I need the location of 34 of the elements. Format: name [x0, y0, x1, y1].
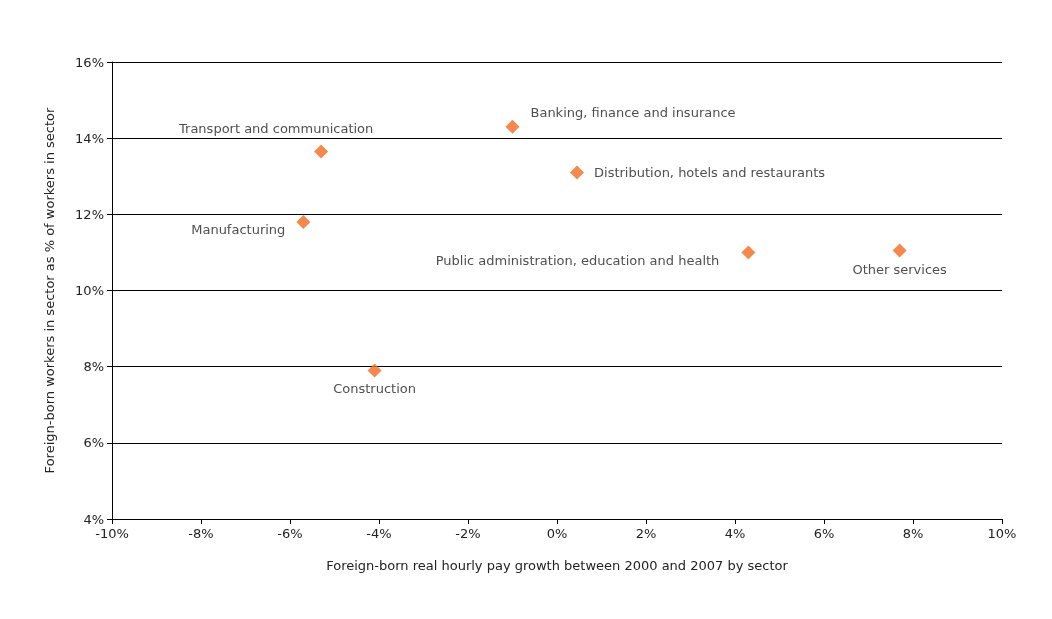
x-tick-label: -4% [366, 526, 392, 541]
point [741, 245, 756, 260]
y-axis-title: Foreign-born workers in sector as % of workers in sector [42, 106, 57, 474]
x-tick-label: -6% [277, 526, 303, 541]
y-tick-label: 8% [83, 359, 104, 375]
point [367, 363, 382, 378]
x-tick-label: 10% [987, 526, 1017, 541]
series-label: Public administration, education and health [435, 252, 720, 268]
point [570, 165, 585, 180]
series-label: Banking, finance and insurance [530, 105, 736, 121]
text: Transport and communication [178, 121, 374, 137]
point [296, 214, 311, 229]
x-axis-title: Foreign-born real hourly pay growth between 2000 and 2007 by sector [326, 558, 789, 573]
x-tick-label: 4% [724, 526, 746, 541]
y-tick-label: 12% [75, 206, 104, 222]
series-label: Other services [852, 261, 948, 277]
y-tick-label: 16% [75, 54, 104, 70]
series-label: Distribution, hotels and restaurants [594, 164, 826, 180]
x-tick-label: -10% [95, 526, 129, 541]
x-tick-label: -2% [455, 526, 481, 541]
y-tick-label: 10% [75, 283, 104, 298]
x-tick-label: -8% [188, 526, 214, 541]
y-tick-label: 4% [83, 511, 104, 527]
point [892, 243, 907, 258]
x-tick-label: 0% [546, 526, 568, 541]
series-label: Construction [333, 381, 416, 397]
point [314, 144, 329, 159]
y-tick-label: 6% [83, 435, 104, 451]
x-tick-label: 8% [902, 526, 924, 541]
y-tick-label: 14% [75, 130, 104, 146]
series-label: Manufacturing [191, 222, 286, 238]
point [505, 119, 520, 134]
x-tick-label: 6% [813, 526, 835, 541]
x-tick-label: 2% [635, 526, 657, 541]
